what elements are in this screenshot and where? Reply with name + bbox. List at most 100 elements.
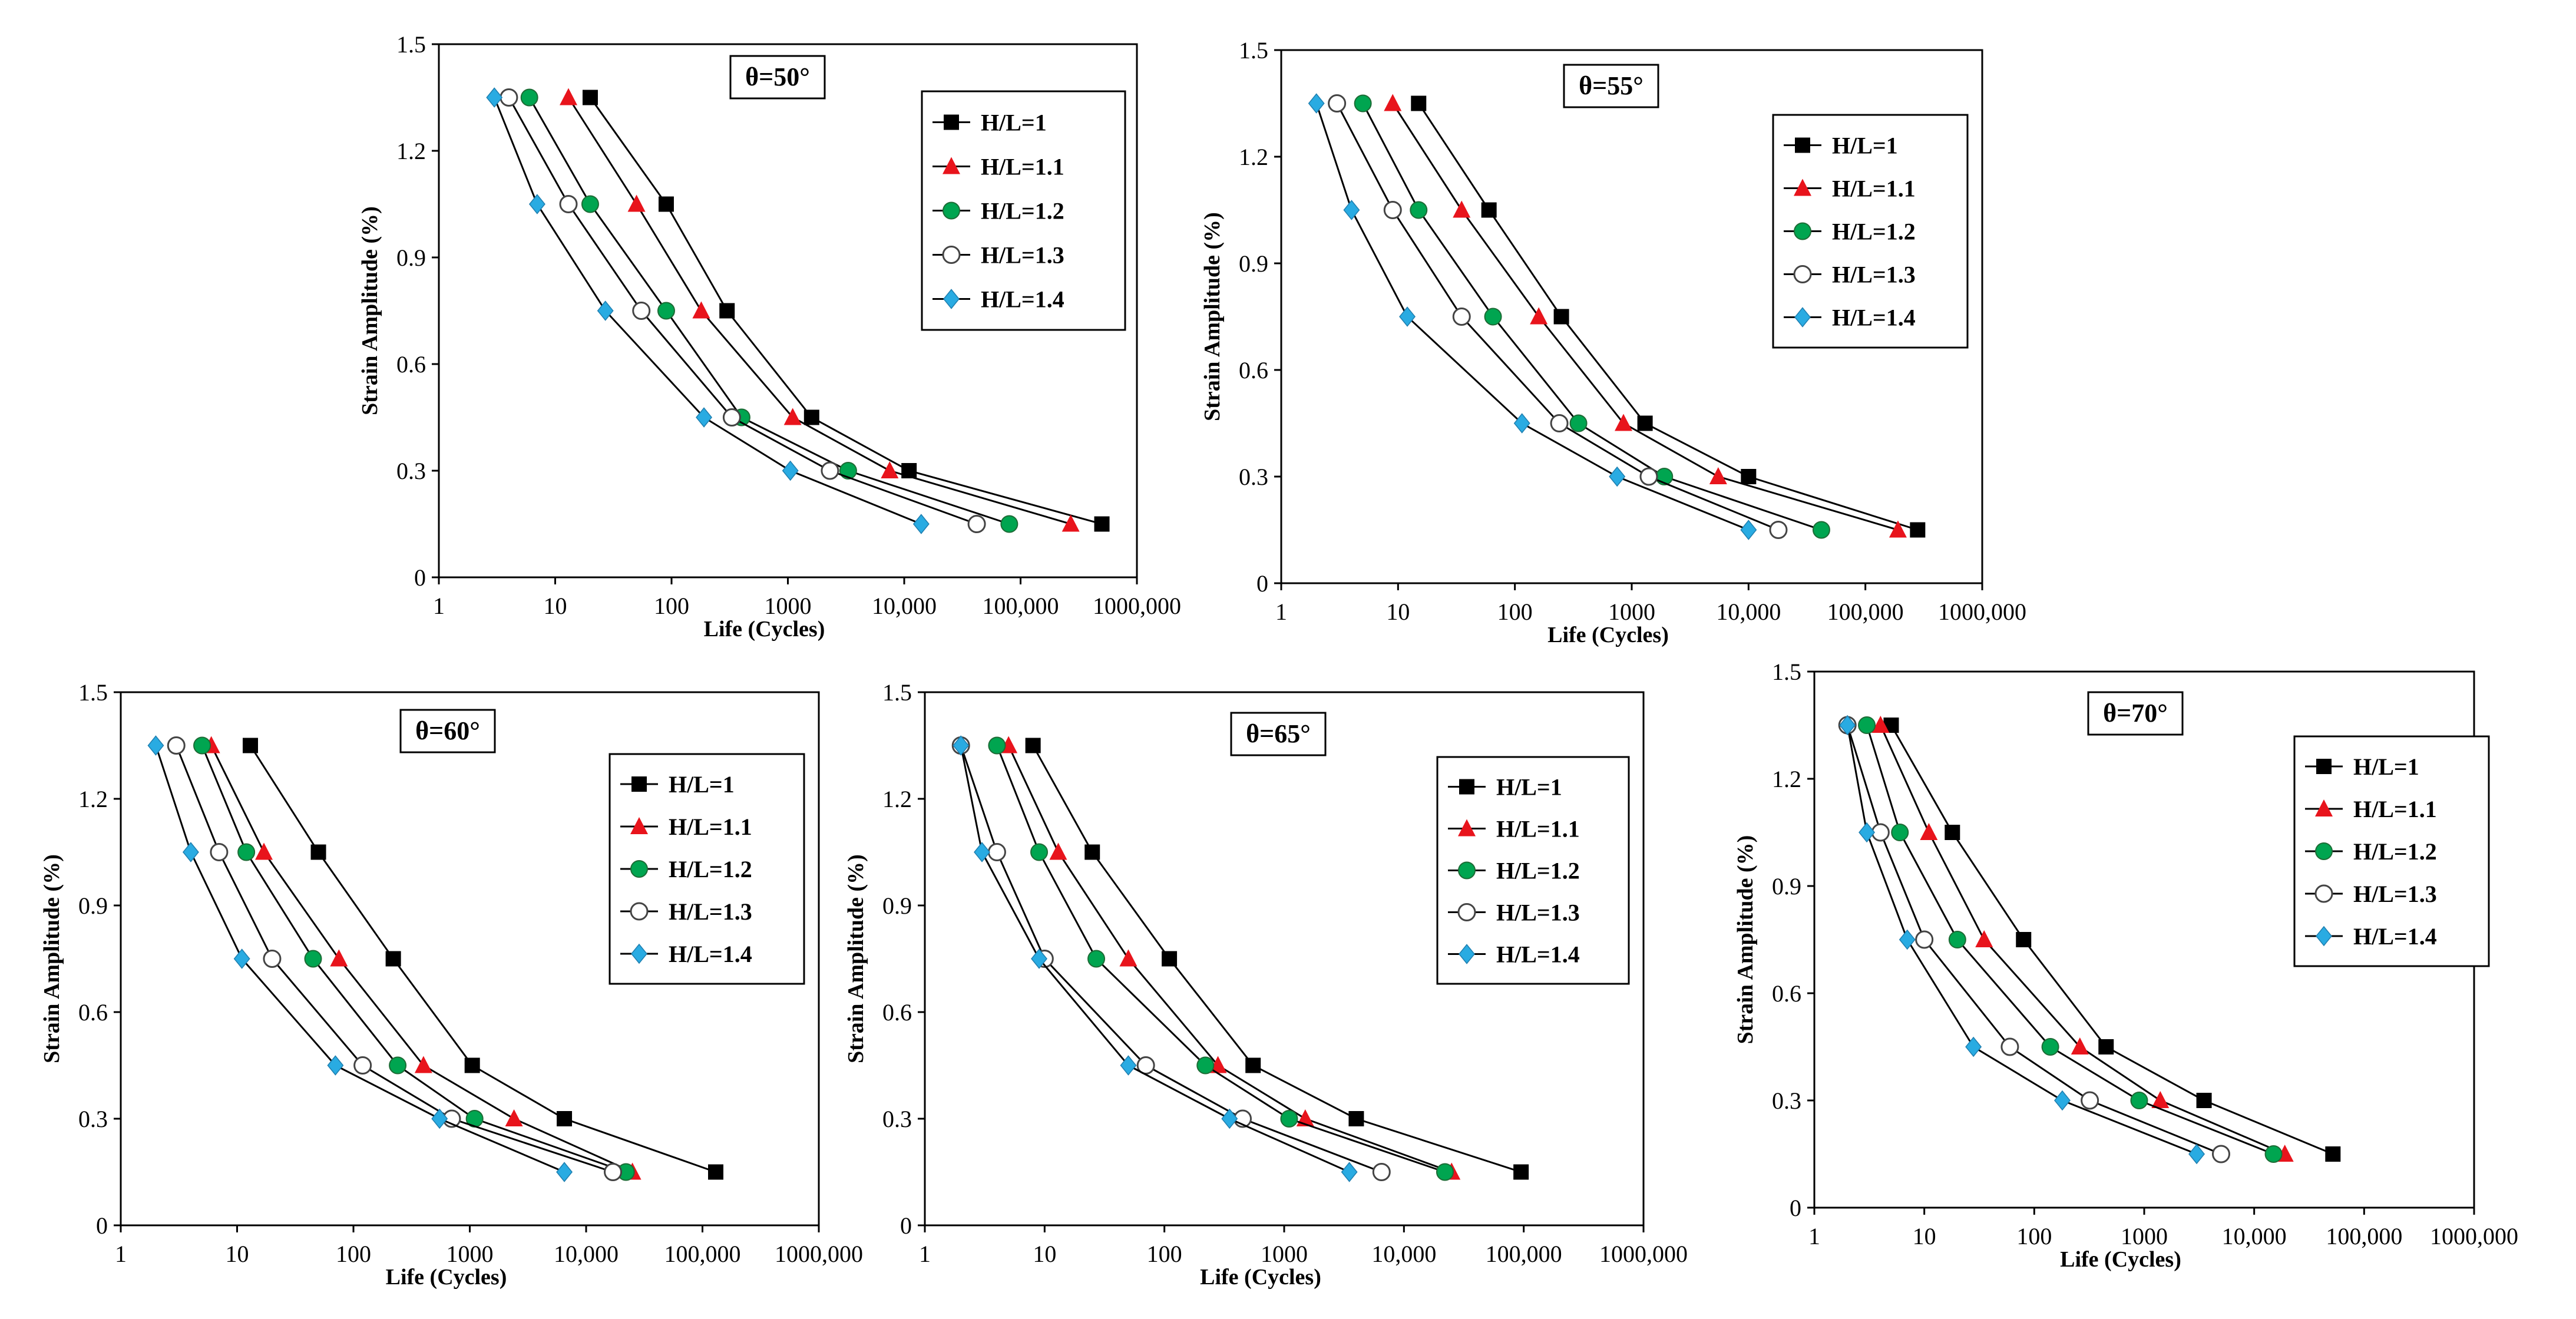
x-tick-label: 1 [1808, 1223, 1820, 1249]
legend-label: H/L=1.3 [669, 898, 752, 925]
legend-marker [631, 776, 647, 792]
legend-label: H/L=1.1 [981, 154, 1064, 180]
x-tick-label: 10,000 [554, 1241, 619, 1267]
x-tick-label: 100,000 [983, 593, 1059, 619]
legend-marker [943, 157, 960, 174]
legend-label: H/L=1.1 [1496, 816, 1580, 842]
chart-panel-4: 0 0.3 0.6 0.9 1.2 1.5 1 10 100 1000 10,000 100,000 1… [844, 679, 1688, 1290]
data-point-4 [1372, 1163, 1391, 1181]
data-point-2 [1920, 823, 1938, 840]
data-point-4 [1769, 521, 1788, 539]
legend-label: H/L=1.3 [2353, 881, 2437, 907]
data-point-3 [1280, 1110, 1298, 1128]
y-tick-label: 0.3 [882, 1106, 912, 1132]
y-axis-label: Strain Amplitude (%) [844, 854, 868, 1063]
data-point-1 [1411, 95, 1427, 111]
data-point-3 [2264, 1145, 2283, 1163]
y-tick-label: 0 [414, 564, 426, 591]
x-tick-label: 10,000 [2222, 1223, 2287, 1249]
data-point-5 [147, 735, 164, 756]
legend-label: H/L=1.4 [1496, 941, 1580, 968]
data-point-1 [1481, 202, 1497, 218]
legend-marker [943, 201, 960, 220]
x-tick-label: 10,000 [872, 593, 937, 619]
x-tick-label: 1000,000 [1093, 593, 1181, 619]
x-tick-label: 100 [1497, 599, 1533, 625]
y-tick-label: 1.2 [882, 786, 912, 812]
x-axis-label: Life (Cycles) [1200, 1265, 1321, 1290]
data-point-5 [953, 735, 970, 756]
legend-marker [1794, 222, 1811, 240]
y-tick-label: 1.5 [1772, 659, 1801, 685]
y-tick-label: 0.6 [1772, 980, 1801, 1007]
data-point-3 [1410, 201, 1428, 219]
legend-marker [630, 817, 648, 834]
y-tick-label: 1.2 [78, 786, 108, 812]
legend-marker [630, 902, 649, 921]
x-tick-label: 100,000 [664, 1241, 741, 1267]
x-tick-label: 100 [2016, 1223, 2052, 1249]
legend-label: H/L=1.3 [1832, 262, 1916, 288]
data-point-1 [2196, 1093, 2212, 1108]
chart-title-box [399, 709, 496, 753]
data-point-5 [486, 87, 503, 108]
series-line-2 [210, 745, 633, 1173]
data-point-4 [2211, 1145, 2230, 1163]
series-line-2 [1007, 745, 1452, 1173]
y-tick-label: 0.6 [396, 351, 426, 378]
chart-panel-3: 0 0.3 0.6 0.9 1.2 1.5 1 10 100 1000 10,000 100,000 1… [39, 679, 863, 1290]
series-line-5 [493, 97, 922, 525]
data-point-5 [1899, 929, 1916, 950]
y-tick-label: 0.6 [78, 999, 108, 1026]
data-point-1 [708, 1164, 724, 1180]
x-tick-label: 1 [1275, 599, 1287, 625]
data-point-5 [1609, 466, 1626, 487]
x-tick-label: 100,000 [1827, 599, 1904, 625]
legend-label: H/L=1 [981, 110, 1047, 136]
y-tick-label: 0.9 [882, 892, 912, 919]
series-line-1 [1418, 103, 1918, 531]
data-point-5 [1221, 1108, 1238, 1129]
data-point-1 [557, 1111, 573, 1126]
series-line-1 [249, 745, 716, 1173]
x-tick-label: 10,000 [1716, 599, 1781, 625]
data-point-4 [210, 843, 229, 861]
data-point-3 [1436, 1163, 1454, 1181]
data-point-1 [1637, 415, 1653, 431]
series-line-3 [528, 97, 1010, 525]
series-line-5 [1846, 725, 2197, 1155]
series-line-3 [201, 745, 627, 1173]
y-tick-label: 0.9 [78, 892, 108, 919]
data-point-5 [1839, 715, 1856, 736]
data-point-1 [1084, 844, 1100, 860]
data-point-1 [1094, 516, 1110, 532]
legend-marker [1458, 819, 1476, 837]
data-point-3 [1087, 950, 1106, 968]
data-point-1 [1025, 738, 1041, 753]
data-point-5 [1343, 200, 1360, 220]
y-tick-label: 0.6 [1239, 357, 1268, 384]
legend-label: H/L=1.2 [2353, 838, 2437, 865]
series-line-3 [996, 745, 1446, 1173]
data-point-2 [1062, 514, 1080, 532]
x-tick-label: 1000 [765, 593, 812, 619]
legend-marker [2315, 799, 2333, 816]
data-point-3 [1858, 716, 1876, 734]
legend-label: H/L=1 [1496, 774, 1562, 801]
data-point-5 [1341, 1162, 1358, 1182]
data-point-1 [464, 1057, 480, 1073]
data-point-3 [581, 195, 599, 213]
data-point-5 [974, 842, 990, 862]
y-tick-label: 0.9 [1239, 250, 1268, 277]
data-point-4 [353, 1056, 372, 1075]
series-line-2 [1880, 725, 2286, 1155]
data-point-3 [2130, 1092, 2148, 1109]
x-tick-label: 100,000 [2326, 1223, 2402, 1249]
x-tick-label: 10 [1913, 1223, 1936, 1249]
chart-title-box [1230, 712, 1327, 756]
data-point-2 [1530, 307, 1548, 325]
x-tick-label: 1000 [1261, 1241, 1308, 1267]
data-point-5 [1031, 948, 1047, 969]
series-line-2 [567, 97, 1072, 525]
y-tick-label: 1.5 [78, 679, 108, 706]
